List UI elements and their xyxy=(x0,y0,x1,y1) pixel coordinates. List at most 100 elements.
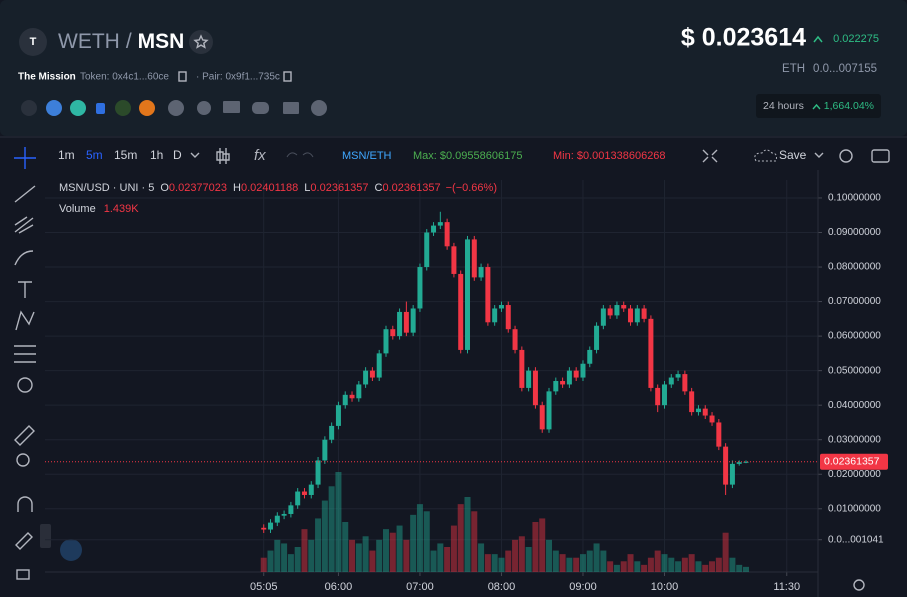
candle-body xyxy=(641,308,647,319)
volume-bar xyxy=(681,557,688,572)
candle-body xyxy=(702,408,708,416)
undo-redo[interactable] xyxy=(286,152,314,158)
volume-bar xyxy=(586,550,593,572)
screenshot[interactable] xyxy=(871,149,890,163)
interval[interactable]: 15m xyxy=(114,148,137,162)
pattern-tool[interactable] xyxy=(15,310,35,331)
y-tick-label: 0.0...001041 xyxy=(828,534,884,545)
drawing-tools xyxy=(14,147,865,591)
interval[interactable]: D xyxy=(173,148,182,162)
avatar xyxy=(19,28,47,56)
interval[interactable]: 5m xyxy=(86,148,103,162)
line-tool[interactable] xyxy=(14,185,36,203)
twitter-link[interactable] xyxy=(197,101,211,115)
candle-body xyxy=(431,225,437,233)
settings[interactable] xyxy=(839,149,853,163)
candle-body xyxy=(695,408,701,413)
email-link[interactable] xyxy=(283,102,299,114)
lock-tool[interactable] xyxy=(16,569,30,580)
indicators-icon[interactable]: fx xyxy=(254,147,266,164)
volume-bar xyxy=(668,557,675,572)
telegram-link[interactable] xyxy=(168,100,184,116)
favorite-button[interactable] xyxy=(189,30,213,54)
candle-body xyxy=(478,267,484,278)
volume-bar xyxy=(559,554,566,572)
interval[interactable]: 1h xyxy=(150,148,163,162)
volume-bar xyxy=(403,539,410,572)
x-tick-label: 11:30 xyxy=(773,581,800,593)
link[interactable] xyxy=(46,100,62,116)
discord-link[interactable] xyxy=(252,102,269,114)
volume-bar xyxy=(342,522,349,572)
volume-bar xyxy=(389,532,396,572)
panel-toggle[interactable] xyxy=(40,524,51,548)
prediction-tool[interactable] xyxy=(14,345,36,363)
volume-bar xyxy=(702,564,709,572)
volume-bar xyxy=(437,543,444,572)
candle-body xyxy=(383,329,389,354)
volume-bar xyxy=(416,504,423,572)
pair-address[interactable]: · Pair: 0x9f1...735c xyxy=(196,72,280,83)
website-link[interactable] xyxy=(223,101,240,113)
text-tool[interactable] xyxy=(18,281,32,298)
volume-bar xyxy=(410,514,417,572)
volume-bar xyxy=(688,554,695,572)
toolbar-pair[interactable]: MSN/ETH xyxy=(342,150,392,162)
axis-settings[interactable] xyxy=(853,579,865,591)
eth-price: ETH 0.0...007155 xyxy=(782,63,877,75)
copy-icon[interactable] xyxy=(178,71,187,82)
emoji-tool[interactable] xyxy=(17,377,33,393)
avatar-text: T xyxy=(30,36,37,48)
dropdown[interactable] xyxy=(814,152,824,158)
candle-body xyxy=(566,370,572,385)
logo xyxy=(60,539,82,561)
metamask-link[interactable] xyxy=(139,100,155,116)
ohlc-key: O xyxy=(160,182,169,194)
period-box[interactable] xyxy=(756,94,881,118)
token[interactable]: Token: 0x4c1...60ce xyxy=(80,72,169,83)
volume-bar xyxy=(627,554,634,572)
ruler-tool[interactable] xyxy=(14,425,35,446)
candle-body xyxy=(594,325,600,350)
save-button[interactable]: Save xyxy=(779,148,807,162)
copy-icon[interactable] xyxy=(283,71,292,82)
candle-body xyxy=(342,394,348,406)
x-tick-label: 05:05 xyxy=(250,581,278,593)
volume-bar xyxy=(382,529,389,572)
magnet-tool[interactable] xyxy=(17,496,33,512)
chart-type[interactable] xyxy=(216,148,230,164)
fib-tool[interactable] xyxy=(14,216,34,234)
y-tick-label: 0.08000000 xyxy=(828,262,881,273)
x-tick-label: 06:00 xyxy=(325,581,353,593)
fullscreen[interactable] xyxy=(702,149,718,163)
ohlc-key: C xyxy=(375,182,383,194)
eth-label: ETH xyxy=(782,63,805,75)
brush-tool[interactable] xyxy=(14,250,34,266)
candle-body xyxy=(600,308,606,326)
candle-body xyxy=(498,305,504,309)
candle-body xyxy=(288,505,294,514)
ohlc-key: H xyxy=(233,182,241,194)
candle-body xyxy=(505,305,511,330)
last-price-tag xyxy=(820,453,888,470)
share-link[interactable] xyxy=(21,100,37,116)
candle-body xyxy=(689,391,695,413)
y-tick-label: 0.02000000 xyxy=(828,469,881,480)
candle-body xyxy=(634,308,640,323)
crosshair-tool[interactable] xyxy=(14,147,36,169)
facebook-link[interactable] xyxy=(311,100,327,116)
ohlc-key: L xyxy=(304,182,310,194)
lock-drawing[interactable] xyxy=(15,532,33,550)
volume-bar xyxy=(450,525,457,572)
volume-bar xyxy=(457,504,464,572)
zoom-tool[interactable] xyxy=(16,453,30,467)
link[interactable] xyxy=(70,100,86,116)
dropdown[interactable] xyxy=(190,152,200,158)
base: WETH xyxy=(58,30,120,53)
period-change: 1,664.04% xyxy=(824,100,874,112)
interval[interactable]: 1m xyxy=(58,148,75,162)
volume-bar xyxy=(579,554,586,572)
lock-link[interactable] xyxy=(96,103,105,114)
link[interactable] xyxy=(115,100,131,116)
period: 24 hours xyxy=(763,100,804,112)
